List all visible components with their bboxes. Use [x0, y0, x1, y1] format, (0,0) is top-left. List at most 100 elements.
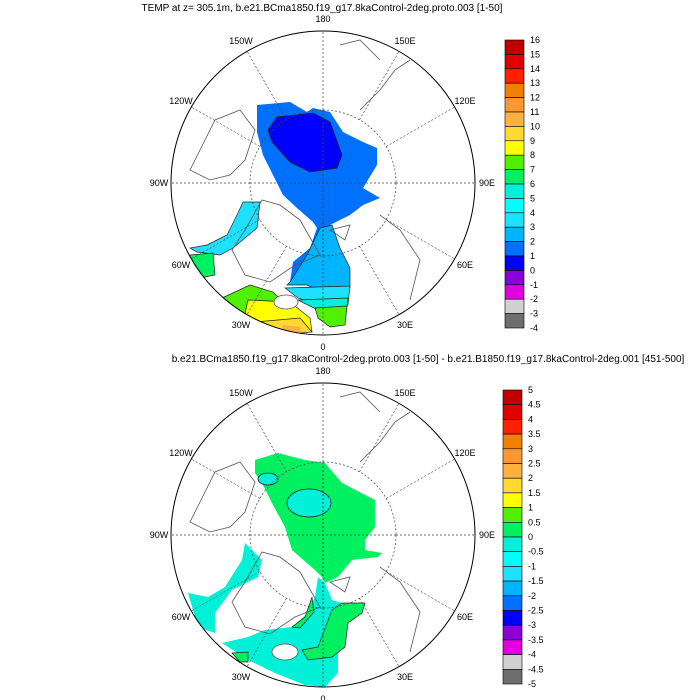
- colorbar-label: 15: [530, 49, 540, 59]
- meridian-line: [386, 219, 455, 260]
- colorbar-swatch: [502, 507, 523, 523]
- colorbar-label: 3: [530, 222, 535, 232]
- meridian-line: [246, 598, 287, 667]
- panel-bottom: b.e21.BCma1850.f19_g17.8kaControl-2deg.p…: [150, 354, 685, 700]
- colorbar-swatch: [502, 521, 523, 538]
- longitude-label: 150W: [229, 388, 253, 398]
- longitude-label: 120W: [169, 96, 193, 106]
- colorbar-label: 3: [528, 444, 533, 454]
- colorbar-swatch: [504, 313, 525, 329]
- colorbar-label: -1.5: [528, 576, 544, 586]
- colorbar-swatch: [502, 448, 523, 464]
- colorbar-swatch: [502, 551, 523, 567]
- colorbar-swatch: [502, 419, 523, 435]
- colorbar-swatch: [502, 610, 523, 626]
- colorbar-label: 2: [528, 473, 533, 483]
- colorbar-label: -2.5: [528, 606, 544, 616]
- colorbar-swatch: [504, 97, 525, 113]
- field-fill-2to3: [286, 224, 351, 303]
- meridian-line: [359, 403, 400, 472]
- colorbar-swatch: [504, 154, 525, 170]
- longitude-label: 150E: [394, 36, 415, 46]
- colorbar-swatch: [504, 226, 525, 242]
- meridian-line: [386, 571, 455, 612]
- colorbar-swatch: [504, 284, 525, 300]
- colorbar-swatch: [502, 463, 523, 479]
- colorbar-swatch: [502, 477, 523, 494]
- longitude-label: 60E: [457, 260, 473, 270]
- colorbar-label: -2: [530, 294, 538, 304]
- colorbar-bottom: 5 4.5 4 3.5 3 2.5 2 1.5 1 0.5 0 -0.5 -1 -1.5 -2 -2.5 -3 -…: [502, 385, 544, 689]
- colorbar-label: 4.5: [528, 400, 541, 410]
- longitude-label: 60W: [172, 260, 191, 270]
- panel-title: TEMP at z= 305.1m, b.e21.BCma1850.f19_g1…: [142, 3, 503, 14]
- map-top: [171, 31, 475, 335]
- meridian-lines: [171, 31, 475, 335]
- field-fill-6to8: [314, 305, 348, 328]
- colorbar-label: -4: [528, 650, 536, 660]
- colorbar-swatch: [504, 212, 525, 228]
- iceland-land: [271, 643, 299, 661]
- colorbar-label: 7: [530, 165, 535, 175]
- coastline: [189, 391, 421, 653]
- meridian-line: [359, 598, 400, 667]
- longitude-label: 90E: [479, 178, 495, 188]
- colorbar-label: 3.5: [528, 429, 541, 439]
- map-bottom: [171, 383, 475, 687]
- colorbar-swatch: [504, 126, 525, 142]
- meridian-line: [359, 51, 400, 120]
- colorbar-label: 8: [530, 150, 535, 160]
- colorbar-label: -4.5: [528, 664, 544, 674]
- colorbar-label: -3: [530, 309, 538, 319]
- meridian-line: [386, 106, 455, 147]
- meridian-line: [246, 403, 287, 472]
- colorbar-label: 5: [528, 385, 533, 395]
- colorbar-swatch: [502, 492, 523, 508]
- longitude-label: 30E: [397, 672, 413, 682]
- colorbar-label: 10: [530, 121, 540, 131]
- longitude-label: 60E: [457, 612, 473, 622]
- colorbar-swatch: [504, 183, 525, 199]
- longitude-labels: 180 150E 120E 90E 60E 30E 0 30W 60W 90W 120W 150W: [150, 366, 495, 700]
- colorbar-swatch: [502, 580, 523, 597]
- colorbar-label: 6: [530, 179, 535, 189]
- longitude-label: 180: [315, 366, 330, 376]
- colorbar-label: -3: [528, 620, 536, 630]
- colorbar-swatch: [504, 270, 525, 286]
- meridian-line: [386, 458, 455, 499]
- field-fill-0to1: [267, 112, 343, 173]
- longitude-label: 90W: [150, 530, 169, 540]
- colorbar-swatch: [502, 668, 523, 685]
- colorbar-label: 16: [530, 35, 540, 45]
- meridian-line: [246, 246, 287, 315]
- longitude-label: 120W: [169, 448, 193, 458]
- longitude-labels: 180 150E 120E 90E 60E 30E 0 30W 60W 90W 120W 150W: [150, 14, 495, 352]
- colorbar-swatch: [504, 298, 525, 314]
- map-border: [170, 382, 476, 688]
- field-fill-0to0p5: [255, 453, 382, 583]
- colorbar-label: 1.5: [528, 488, 541, 498]
- meridian-lines: [171, 383, 475, 687]
- longitude-label: 150W: [229, 36, 253, 46]
- meridian-line: [359, 246, 400, 315]
- colorbar-label: -4: [530, 323, 538, 333]
- longitude-label: 120E: [455, 96, 476, 106]
- colorbar-swatch: [502, 404, 523, 420]
- meridian-line: [246, 51, 287, 120]
- colorbar-label: 0: [528, 532, 533, 542]
- colorbar-swatch: [504, 198, 525, 214]
- colorbar-label: 12: [530, 93, 540, 103]
- coastline: [189, 39, 421, 301]
- colorbar-label: 4: [528, 414, 533, 424]
- meridian-line: [191, 106, 260, 147]
- field-fill-atlantic-green: [291, 596, 315, 629]
- colorbar-swatch: [504, 255, 525, 271]
- colorbar-label: 1: [530, 251, 535, 261]
- longitude-label: 120E: [455, 448, 476, 458]
- field-fill-neg0p5to0: [286, 488, 332, 518]
- longitude-label: 30E: [397, 320, 413, 330]
- colorbar-swatch: [502, 433, 523, 450]
- map-border: [170, 30, 476, 336]
- colorbar-swatch: [502, 624, 523, 641]
- field-fill-atlantic-aqua: [222, 577, 365, 687]
